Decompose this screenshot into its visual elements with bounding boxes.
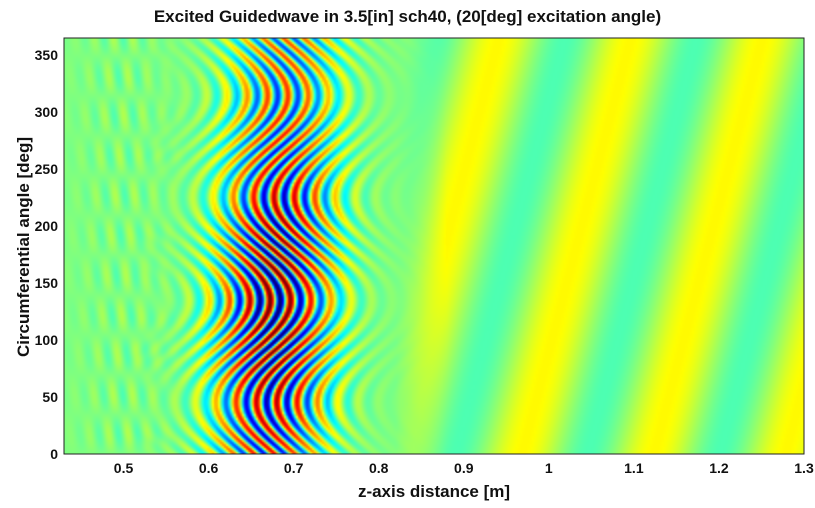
y-axis-label: Circumferential angle [deg]	[14, 136, 33, 358]
plot-frame	[63, 37, 805, 455]
y-tick-label: 350	[35, 47, 59, 63]
y-tick-label: 100	[35, 332, 59, 348]
x-tick-label: 1.2	[709, 460, 729, 476]
x-axis: 0.5 0.6 0.7 0.8 0.9 1 1.1 1.2 1.3	[114, 448, 814, 476]
x-tick-label: 1	[545, 460, 553, 476]
x-tick-label: 0.9	[454, 460, 474, 476]
x-axis-label: z-axis distance [m]	[357, 482, 511, 501]
chart-title: Excited Guidedwave in 3.5[in] sch40, (20…	[153, 7, 662, 26]
x-tick-label: 0.8	[369, 460, 389, 476]
y-tick-label: 300	[35, 104, 59, 120]
x-tick-label: 0.5	[114, 460, 134, 476]
y-tick-label: 150	[35, 275, 59, 291]
y-tick-label: 0	[50, 446, 58, 462]
x-tick-label: 1.3	[794, 460, 814, 476]
heatmap-field	[64, 38, 804, 454]
y-axis: 0 50 100 150 200 250 300 350	[35, 47, 70, 462]
x-tick-label: 0.7	[284, 460, 304, 476]
y-tick-label: 50	[42, 389, 58, 405]
y-tick-label: 250	[35, 161, 59, 177]
x-tick-label: 1.1	[624, 460, 644, 476]
y-tick-label: 200	[35, 218, 59, 234]
x-tick-label: 0.6	[199, 460, 219, 476]
